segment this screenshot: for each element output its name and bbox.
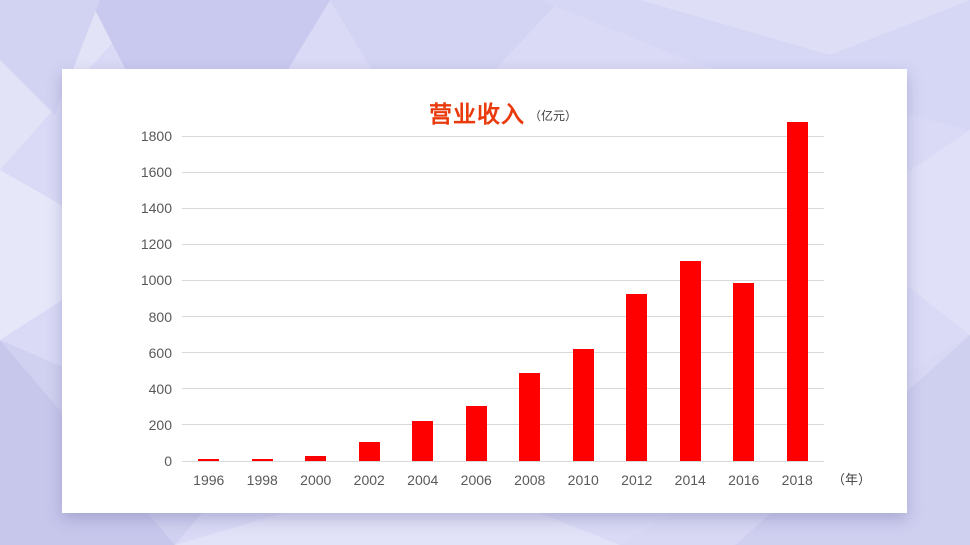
x-tick-label: 2000: [300, 472, 332, 488]
x-tick-label: 2006: [460, 472, 492, 488]
gridline: [182, 207, 824, 209]
y-tick-label: 0: [164, 453, 172, 469]
x-tick-label: 2002: [353, 472, 385, 488]
bar-1998: [251, 459, 273, 461]
gridline: [182, 316, 824, 318]
gridline: [182, 279, 824, 281]
gridline: [182, 171, 824, 173]
bar-2014: [679, 261, 701, 461]
y-tick-label: 800: [148, 308, 172, 325]
gridline: [182, 243, 824, 245]
y-tick-label: 1600: [140, 164, 172, 181]
bar-2008: [519, 373, 541, 461]
gridline: [182, 388, 824, 390]
plot-area: [182, 118, 824, 462]
x-tick-label: 1998: [246, 472, 278, 488]
x-tick-label: 2012: [621, 472, 653, 488]
x-tick-label: 2018: [781, 472, 813, 488]
x-tick-label: 2010: [567, 472, 599, 488]
bar-2018: [786, 122, 808, 461]
bar-2016: [733, 283, 755, 461]
chart-title-unit: （亿元）: [528, 109, 577, 123]
y-tick-label: 1800: [140, 128, 172, 145]
bar-2004: [412, 421, 434, 461]
bar-2006: [465, 406, 487, 461]
chart-card: 营业收入 （亿元） 0 200 400 600 800 1000 1200 1400 1600 18…: [62, 69, 907, 513]
bar-1996: [198, 459, 220, 461]
gridline: [182, 135, 824, 137]
x-tick-label: 2004: [407, 472, 439, 488]
bar-2010: [572, 349, 594, 461]
gridline: [182, 352, 824, 354]
bar-2000: [305, 456, 327, 461]
bar-2002: [358, 442, 380, 461]
bar-2012: [626, 294, 648, 461]
x-axis-labels: 1996 1998 2000 2002 2004 2006 2008 2010 2012 2014…: [182, 471, 902, 493]
y-tick-label: 400: [148, 380, 172, 397]
x-tick-label: 2014: [674, 472, 706, 488]
x-axis-unit-label: （年）: [832, 472, 872, 487]
y-axis-labels: 0 200 400 600 800 1000 1200 1400 1600 1800: [62, 118, 172, 469]
gridline: [182, 460, 824, 462]
chart-title-text: 营业收入: [428, 101, 525, 127]
y-tick-label: 1200: [140, 236, 172, 253]
x-tick-label: 2016: [728, 472, 760, 488]
gridline: [182, 424, 824, 426]
x-tick-label: 2008: [514, 472, 546, 488]
y-tick-label: 1000: [140, 272, 172, 289]
x-tick-label: 1996: [193, 472, 225, 488]
y-tick-label: 200: [148, 416, 172, 433]
chart-title: 营业收入 （亿元）: [182, 95, 824, 127]
y-tick-label: 1400: [140, 200, 172, 217]
y-tick-label: 600: [148, 344, 172, 361]
